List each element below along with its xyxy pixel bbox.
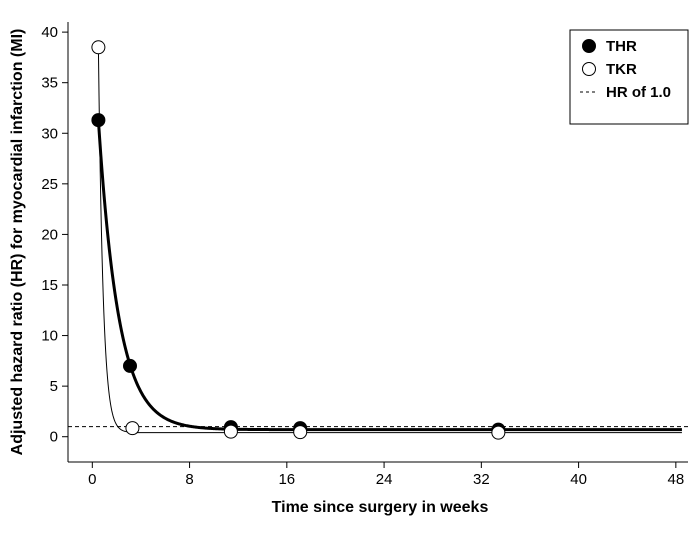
x-axis-title: Time since surgery in weeks (272, 499, 489, 516)
y-axis-title: Adjusted hazard ratio (HR) for myocardia… (9, 29, 26, 456)
series-line-tkr (97, 47, 682, 434)
series-line-thr (96, 120, 682, 432)
legend-label: THR (606, 38, 637, 55)
legend: THR TKR HR of 1.0 (569, 29, 689, 125)
data-point-tkr (293, 425, 308, 440)
data-point-tkr (91, 40, 106, 55)
legend-marker (582, 39, 596, 53)
x-tick-label: 24 (376, 471, 393, 488)
axes: 0 5 10 15 20 25 30 35 40 0 8 16 24 32 40 48 (41, 22, 688, 488)
x-tick-label: 8 (185, 471, 193, 488)
markers (91, 40, 506, 440)
y-tick-label: 5 (50, 378, 58, 395)
y-tick-label: 10 (41, 328, 58, 345)
y-tick-label: 0 (50, 429, 58, 446)
data-point-tkr (125, 421, 140, 436)
data-point-tkr (491, 425, 506, 440)
x-tick-label: 40 (570, 471, 587, 488)
x-tick-label: 32 (473, 471, 490, 488)
y-tick-label: 40 (41, 24, 58, 41)
y-tick-label: 25 (41, 176, 58, 193)
x-tick-label: 0 (88, 471, 96, 488)
x-tick-label: 16 (278, 471, 295, 488)
y-tick-label: 30 (41, 125, 58, 142)
legend-marker (582, 62, 596, 76)
y-tick-label: 20 (41, 226, 58, 243)
data-point-tkr (223, 424, 238, 439)
legend-label: TKR (606, 61, 637, 78)
data-point-thr (91, 113, 106, 128)
curves (68, 47, 688, 434)
legend-label: HR of 1.0 (606, 84, 671, 101)
data-point-thr (123, 358, 137, 373)
x-tick-label: 48 (667, 471, 684, 488)
y-tick-label: 35 (41, 75, 58, 92)
y-tick-label: 15 (41, 277, 58, 294)
